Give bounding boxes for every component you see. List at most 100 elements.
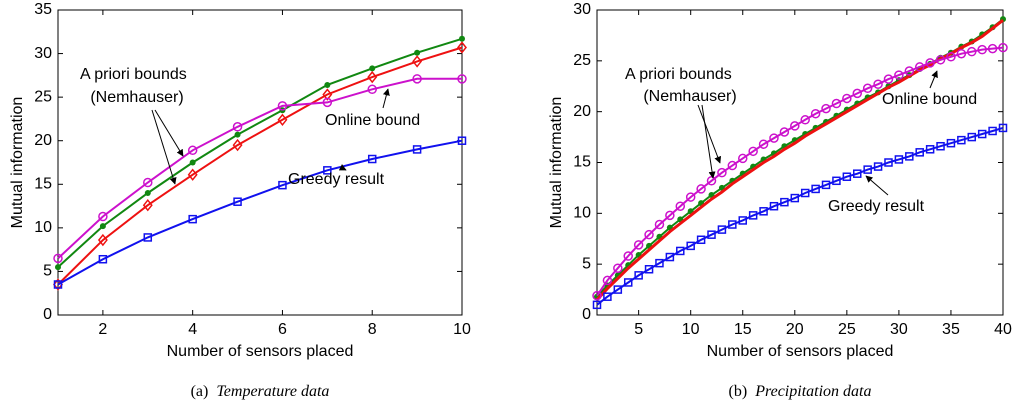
plot-frame <box>57 9 463 316</box>
marker <box>53 280 63 289</box>
marker <box>853 169 862 178</box>
x-tick-label: 35 <box>942 321 960 338</box>
series-line <box>596 46 1004 297</box>
marker <box>862 83 873 94</box>
marker <box>323 166 332 175</box>
marker <box>459 35 465 42</box>
series-line <box>57 77 462 260</box>
y-tick-label: 0 <box>582 306 591 323</box>
caption-text: Temperature data <box>216 383 329 400</box>
marker <box>946 138 956 148</box>
marker <box>758 139 769 149</box>
marker <box>97 233 108 247</box>
marker <box>790 193 800 203</box>
y-tick-label: 30 <box>34 45 52 62</box>
y-tick-label: 5 <box>582 255 591 272</box>
annotation: (Nemhauser) <box>90 89 183 106</box>
series-line <box>596 18 1004 298</box>
marker <box>842 172 852 181</box>
marker <box>894 155 904 164</box>
caption-label: (b) <box>729 383 748 400</box>
marker <box>936 141 945 151</box>
marker <box>367 154 377 164</box>
marker <box>717 167 727 178</box>
marker <box>821 180 831 190</box>
marker <box>748 146 758 157</box>
annotation-arrow <box>697 104 722 164</box>
marker <box>592 290 602 301</box>
marker <box>367 84 377 95</box>
annotation-arrow <box>701 104 716 179</box>
annotation-arrow <box>865 175 889 196</box>
marker <box>592 300 602 310</box>
marker <box>602 275 613 286</box>
marker <box>367 70 378 84</box>
marker <box>623 251 633 261</box>
marker <box>800 188 810 198</box>
x-tick-label: 40 <box>994 321 1012 338</box>
annotation-arrow <box>929 70 938 89</box>
marker <box>946 52 956 62</box>
marker <box>98 254 108 264</box>
marker <box>234 131 241 138</box>
marker <box>685 192 696 202</box>
marker <box>956 48 967 59</box>
annotation: Greedy result <box>828 198 925 215</box>
marker <box>748 211 758 220</box>
marker <box>277 101 288 111</box>
marker <box>800 115 810 125</box>
marker <box>914 62 925 72</box>
marker <box>369 65 376 72</box>
x-axis-label: Number of sensors placed <box>167 343 354 360</box>
marker <box>831 98 842 109</box>
marker <box>696 235 706 245</box>
y-tick-label: 20 <box>34 132 52 149</box>
x-tick-label: 15 <box>734 321 752 338</box>
marker <box>324 81 331 88</box>
y-tick-label: 10 <box>573 205 591 222</box>
marker <box>457 74 467 84</box>
x-axis-label: Number of sensors placed <box>707 343 894 360</box>
x-tick-label: 10 <box>682 321 700 338</box>
y-tick-label: 30 <box>573 1 591 18</box>
x-tick-label: 30 <box>890 321 908 338</box>
marker <box>737 153 748 164</box>
y-tick-label: 15 <box>34 176 52 193</box>
marker <box>967 132 977 142</box>
x-tick-label: 25 <box>838 321 856 338</box>
y-tick-label: 0 <box>43 306 52 323</box>
annotation: A priori bounds <box>625 66 732 83</box>
annotation-arrow <box>382 88 390 109</box>
series-line <box>596 126 1004 306</box>
marker <box>412 55 423 68</box>
annotation: Online bound <box>882 91 977 108</box>
marker <box>187 168 198 181</box>
marker <box>322 88 333 101</box>
marker <box>852 88 863 99</box>
marker <box>414 49 421 56</box>
marker <box>633 240 644 250</box>
marker <box>675 201 686 211</box>
marker <box>915 148 924 157</box>
marker <box>142 198 153 212</box>
marker <box>665 210 675 221</box>
marker <box>696 184 706 194</box>
annotation: A priori bounds <box>80 66 187 83</box>
y-tick-label: 35 <box>34 1 52 18</box>
marker <box>412 145 422 154</box>
series-line <box>57 46 463 286</box>
series-line <box>595 19 1004 301</box>
marker <box>873 162 883 171</box>
marker <box>998 42 1008 53</box>
marker <box>613 263 623 273</box>
marker <box>676 246 685 256</box>
caption: (b) Precipitation data <box>729 383 872 400</box>
marker <box>53 253 63 264</box>
x-tick-label: 10 <box>453 321 471 338</box>
y-axis-label: Mutual information <box>9 97 26 229</box>
y-tick-label: 10 <box>34 219 52 236</box>
marker <box>613 285 623 294</box>
marker <box>925 145 935 154</box>
marker <box>189 159 196 166</box>
